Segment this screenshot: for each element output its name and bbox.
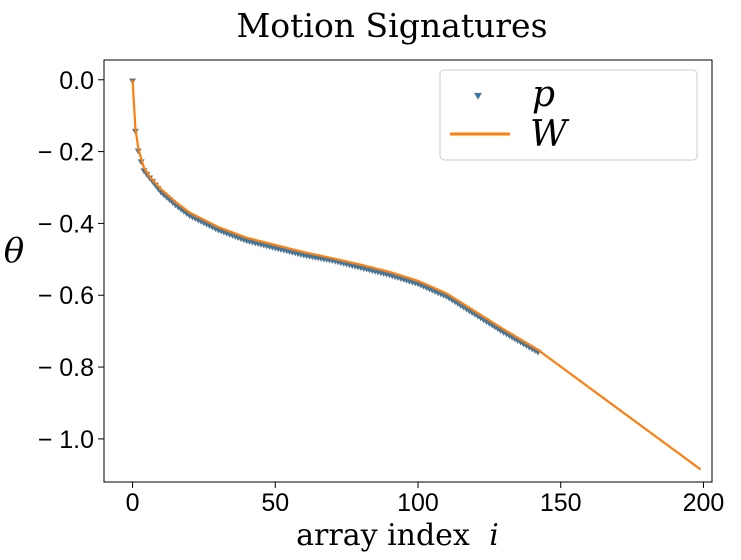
y-tick-label: − 0.4 [38,210,94,238]
legend-box [439,69,698,161]
x-axis-symbol: i [489,518,499,553]
x-tick-label: 0 [126,489,140,517]
x-tick-label: 100 [397,489,439,517]
y-tick-label: 0.0 [59,67,94,95]
legend-marker-p [473,92,483,100]
y-axis-label: θ [4,231,24,271]
legend-label-w: W [530,114,570,155]
legend: p W [439,69,698,161]
series-w [131,79,702,471]
plot-area [103,59,713,483]
y-tick-label: − 0.2 [38,139,94,167]
x-tick-label: 150 [540,489,582,517]
chart-title: Motion Signatures [236,6,547,45]
axes-frame [103,59,713,483]
y-axis: 0.0 − 0.2 − 0.4 − 0.6 − 0.8 − 1.0 [38,67,104,454]
y-tick-label: − 0.6 [38,282,94,310]
x-axis-label: array index [296,518,470,553]
y-tick-label: − 1.0 [38,426,94,454]
x-tick-label: 50 [261,489,289,517]
w-line [131,79,702,471]
x-axis: 0 50 100 150 200 [126,482,725,517]
x-tick-label: 200 [683,489,725,517]
y-tick-label: − 0.8 [38,354,94,382]
legend-label-p: p [532,74,555,115]
